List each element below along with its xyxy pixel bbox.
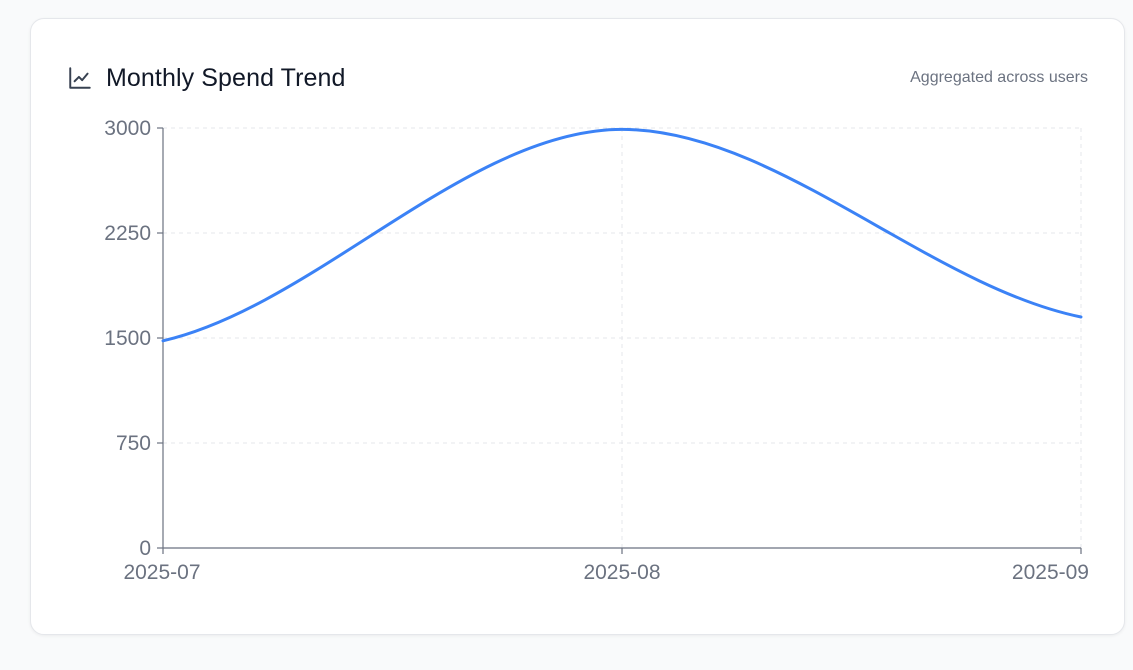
axis-layer <box>157 127 1082 554</box>
y-tick-label: 750 <box>116 432 151 455</box>
card-title: Monthly Spend Trend <box>106 63 346 92</box>
card-header: Monthly Spend Trend Aggregated across us… <box>67 61 1088 95</box>
series-layer <box>161 127 1083 343</box>
grid-layer <box>163 127 1082 548</box>
y-tick-label: 2250 <box>104 222 151 245</box>
x-tick-label: 2025-07 <box>123 561 200 584</box>
tick-labels: 0 750 1500 2250 3000 2025-07 2025-08 2025-09 <box>104 117 1089 584</box>
y-tick-label: 0 <box>139 537 151 560</box>
series-line-0 <box>161 127 1083 343</box>
title-wrap: Monthly Spend Trend <box>67 64 346 93</box>
card-subtitle: Aggregated across users <box>910 69 1088 86</box>
y-tick-label: 3000 <box>104 117 151 140</box>
line-chart-icon <box>67 65 93 91</box>
spend-trend-card: Monthly Spend Trend Aggregated across us… <box>30 18 1125 635</box>
y-tick-label: 1500 <box>104 327 151 350</box>
x-tick-label: 2025-08 <box>583 561 660 584</box>
x-tick-label: 2025-09 <box>1012 561 1089 584</box>
